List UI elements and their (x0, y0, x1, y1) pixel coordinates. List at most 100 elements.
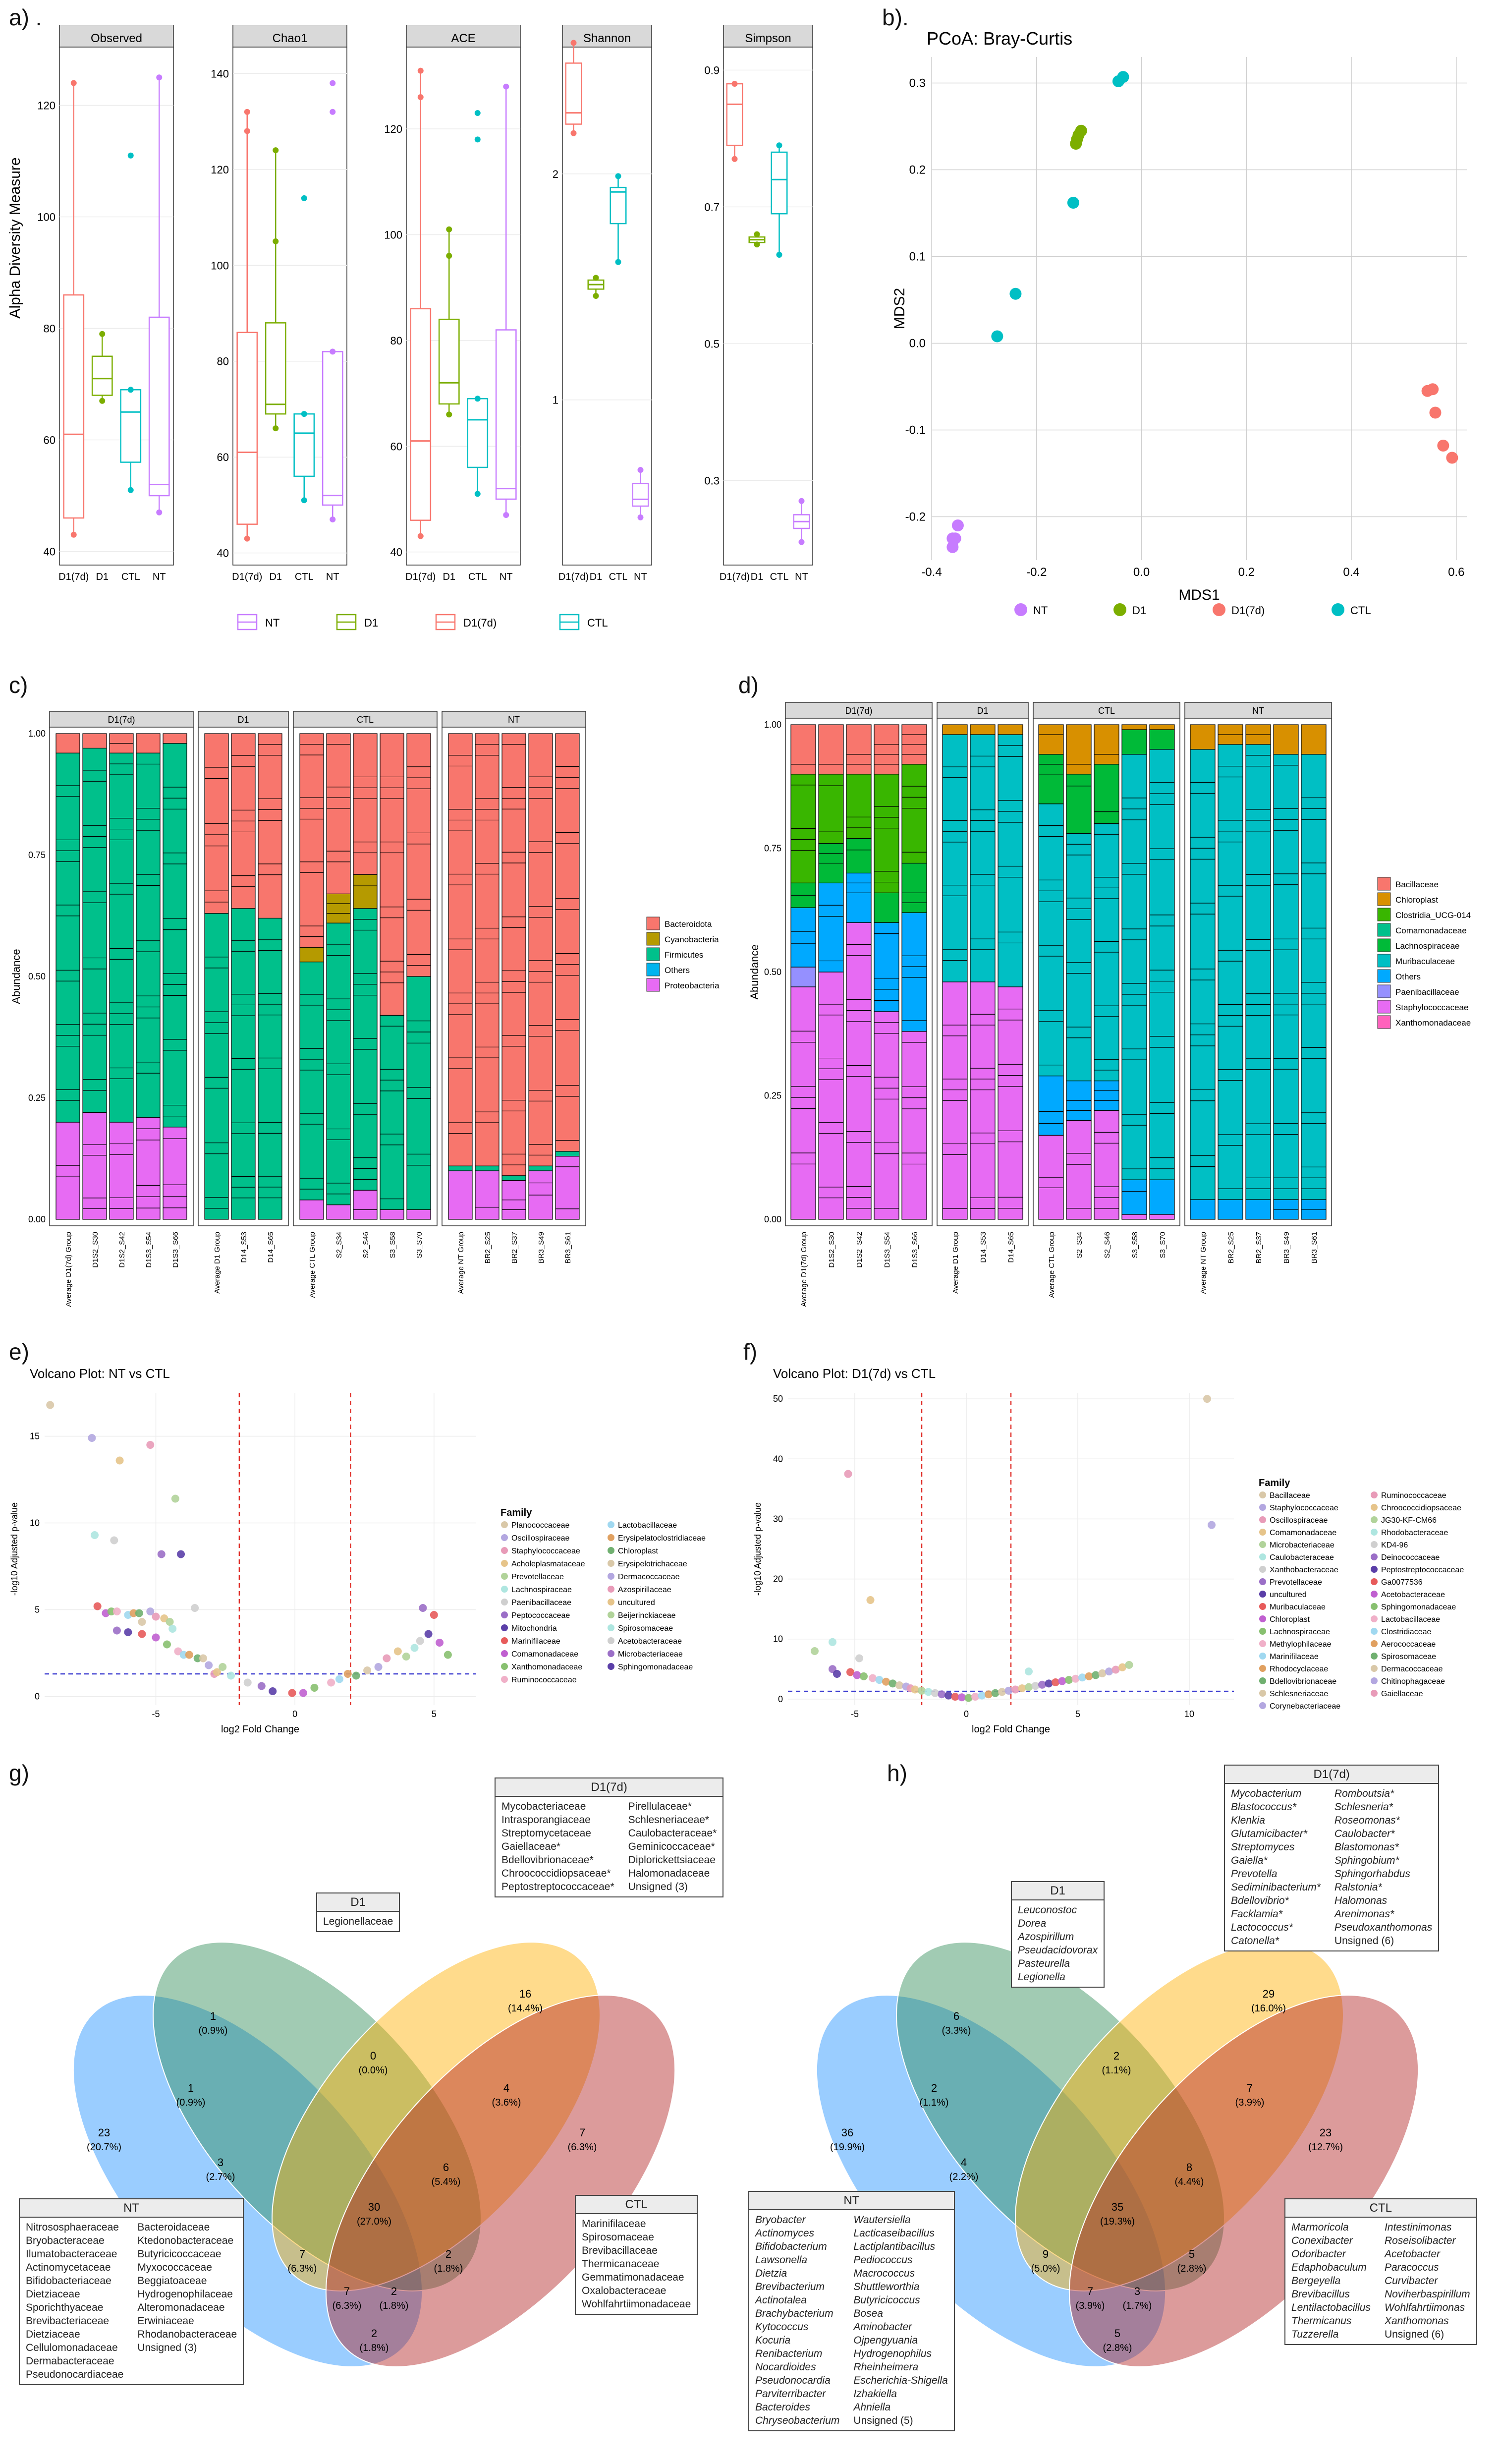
list-item: Spirosomaceae (582, 2232, 654, 2243)
legend-key (1213, 603, 1225, 616)
data-point (570, 130, 577, 136)
y-tick-label: 60 (217, 451, 229, 463)
data-point (177, 1550, 185, 1558)
list-item: Sphingorhabdus (1334, 1868, 1410, 1880)
x-tick-label: Average CTL Group (308, 1232, 317, 1298)
y-tick-label: 0.75 (764, 844, 781, 854)
list-item: Bdellovibrionaceae* (501, 1854, 594, 1866)
y-axis-label: -log10 Adjusted p-value (753, 1502, 763, 1596)
data-point (127, 387, 134, 393)
facet-title: Observed (91, 32, 142, 45)
panel-label-b: b). (882, 4, 909, 30)
bar-segment (475, 733, 500, 1166)
venn-count: 7 (1247, 2082, 1253, 2094)
list-item: Wohlfahrtiimonadaceae (582, 2298, 691, 2310)
venn-count: 3 (218, 2156, 223, 2169)
bar-segment (1094, 1110, 1119, 1220)
data-point (88, 1434, 96, 1442)
venn-percent: (6.3%) (288, 2263, 317, 2274)
y-tick-label: -0.2 (905, 511, 926, 524)
data-point (1065, 1676, 1073, 1684)
list-item: Oxalobacteraceae (582, 2285, 667, 2296)
venn-percent: (19.9%) (830, 2142, 865, 2153)
alpha-diversity-chart: Alpha Diversity Measure Observed 40 60 80 100… (7, 25, 813, 630)
bar-segment (1094, 724, 1119, 765)
legend-label: Xanthobacteraceae (1270, 1566, 1338, 1574)
bar-segment (326, 893, 351, 923)
data-point (135, 1609, 143, 1617)
data-point (70, 80, 77, 86)
x-tick-label: -0.2 (1026, 566, 1047, 579)
legend-title: Family (1259, 1478, 1290, 1489)
legend-key (1377, 877, 1391, 891)
bar-segment (1273, 724, 1299, 755)
legend-label: Beijerinckiaceae (618, 1611, 676, 1620)
legend-key (501, 1573, 508, 1580)
data-point (146, 1441, 155, 1449)
bar-segment (846, 724, 872, 775)
venn-percent: (1.8%) (380, 2300, 409, 2311)
outlier-point (446, 253, 452, 259)
list-item: Dietziaceae (26, 2329, 80, 2340)
venn-count: 6 (953, 2010, 959, 2022)
list-item: Intrasporangiaceae (501, 1814, 591, 1826)
data-point (273, 425, 279, 432)
x-tick-label: 5 (432, 1709, 437, 1719)
venn-percent: (6.3%) (333, 2300, 362, 2311)
legend-label: Bacillaceae (1395, 880, 1439, 889)
venn-percent: (20.7%) (87, 2142, 121, 2153)
data-point (393, 1647, 402, 1656)
data-point (1045, 1679, 1053, 1688)
data-point (115, 1456, 124, 1465)
bar-segment (109, 752, 134, 1123)
legend-key (1371, 1491, 1378, 1498)
box-body (438, 318, 460, 405)
bar-segment (790, 907, 816, 968)
legend-key (501, 1663, 508, 1670)
list-item: Lawsonella (755, 2254, 808, 2266)
list-item: Catonella* (1231, 1935, 1279, 1947)
box-body (322, 351, 343, 506)
legend-key (1377, 969, 1391, 983)
legend-label: Chloroplast (618, 1547, 658, 1555)
data-point (1437, 440, 1449, 452)
data-point (811, 1647, 819, 1655)
bar-segment (406, 1209, 431, 1220)
bar-segment (1301, 754, 1327, 1200)
data-point (946, 532, 959, 545)
legend-label: Lachnospiraceae (1270, 1628, 1330, 1636)
legend-key (1259, 1702, 1266, 1709)
venn-count: 3 (1134, 2285, 1140, 2297)
bar-segment (874, 1011, 899, 1220)
data-point (273, 147, 279, 154)
data-point (219, 1663, 227, 1671)
legend-key (1259, 1653, 1266, 1660)
x-tick-label: S2_S46 (362, 1232, 370, 1258)
legend-key (646, 932, 660, 946)
data-point (1098, 1669, 1107, 1677)
facet-title: D1 (977, 706, 988, 716)
legend-label: NT (265, 617, 279, 629)
d17-ellipse (272, 1942, 601, 2292)
list-item: Kocuria (755, 2335, 791, 2346)
list-item: Parviterribacter (755, 2388, 826, 2400)
y-tick-label: 60 (390, 440, 402, 453)
box-title: CTL (1285, 2199, 1476, 2218)
legend-label: Lactobacillaceae (1381, 1615, 1440, 1624)
data-point (1208, 1521, 1216, 1529)
list-item: Dermabacteraceae (26, 2355, 114, 2367)
bar-segment (299, 961, 324, 1201)
list-item: Gaiella* (1231, 1855, 1268, 1866)
facet-title: NT (1252, 706, 1264, 716)
y-tick-label: 40 (390, 546, 402, 559)
x-tick-label: Average NT Group (457, 1232, 465, 1294)
list-item: Halomonadaceae (628, 1868, 710, 1879)
data-point (958, 1693, 966, 1702)
list-item: Pediococcus (853, 2254, 913, 2266)
x-tick-label: BR2_S25 (1227, 1232, 1235, 1263)
facet-strip (1184, 702, 1332, 719)
x-tick-label: Average NT Group (1199, 1232, 1208, 1294)
bar-segment (1121, 729, 1147, 755)
list-item: Facklamia* (1231, 1908, 1282, 1920)
data-point (327, 1678, 335, 1687)
